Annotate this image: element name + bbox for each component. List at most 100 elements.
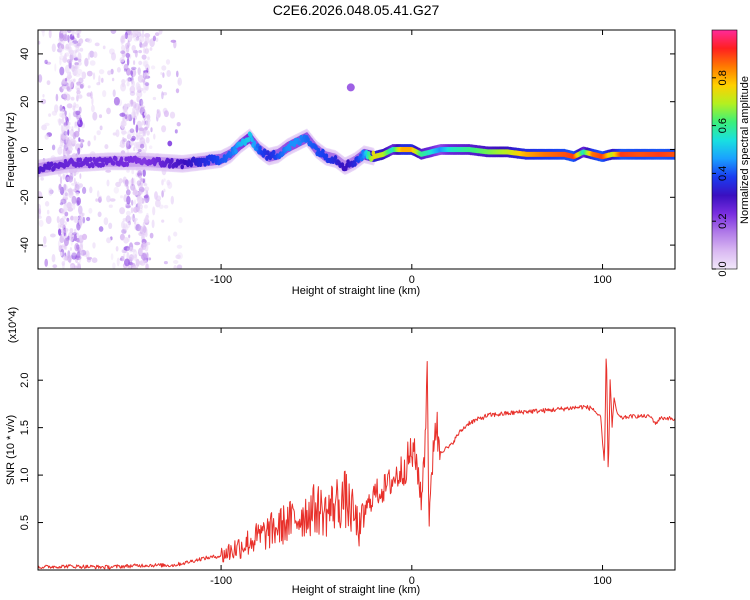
- spectrogram-noise-cell: [153, 133, 156, 140]
- spectrogram-noise-cell: [130, 32, 133, 36]
- spectrogram-noise-cell: [68, 42, 75, 46]
- spectrogram-noise-cell: [68, 145, 73, 149]
- spectrogram-noise-cell: [73, 188, 77, 193]
- spectrogram-noise-cell: [58, 228, 62, 236]
- spectrogram-noise-cell: [125, 245, 130, 252]
- spectrogram-ridge-cell: [306, 137, 310, 143]
- spectrogram-noise-cell: [125, 140, 130, 147]
- spectrogram-blob: [346, 83, 355, 92]
- spectrogram-noise-cell: [145, 143, 147, 152]
- spectrogram-noise-cell: [70, 265, 75, 269]
- spectrogram-noise-cell: [38, 219, 44, 227]
- colorbar-tick-label: 0.8: [717, 70, 729, 85]
- spectrogram-noise-cell: [91, 104, 95, 113]
- spectrogram-noise-cell: [132, 266, 138, 269]
- spectrogram-noise-cell: [141, 252, 147, 261]
- spectrogram-noise-cell: [69, 247, 72, 251]
- spectrogram-noise-cell: [155, 195, 162, 202]
- snr-ticks: -100 0 100 0.5 1.0 1.5 2.0: [19, 328, 675, 587]
- spectrogram-noise-cell: [73, 177, 76, 184]
- spectrogram-noise-cell: [161, 219, 165, 223]
- spectrogram-noise-cell: [60, 208, 65, 214]
- spectrogram-panel: -100 0 100 -40 -20 0 20 40 Height of straight l…: [5, 29, 676, 297]
- spectrogram-noise-cell: [66, 217, 70, 222]
- spectrogram-noise-cell: [86, 92, 92, 97]
- spectrogram-noise-cell: [141, 200, 147, 204]
- spectrogram-ridge-cell: [180, 164, 184, 170]
- spectrogram-noise-cell: [176, 70, 179, 78]
- spectrogram-noise-cell: [44, 122, 50, 127]
- spectrogram-noise-cell: [77, 127, 80, 133]
- spectrogram-noise-cell: [95, 198, 99, 202]
- spectrogram-noise-cell: [66, 202, 73, 209]
- spectrogram-noise-cell: [63, 237, 69, 247]
- spectrogram-noise-cell: [67, 128, 70, 136]
- spectrogram-noise-cell: [119, 112, 126, 117]
- spectrogram-noise-cell: [92, 72, 96, 80]
- spectrogram-ridge-cell: [258, 145, 262, 151]
- spectrogram-noise-cell: [143, 204, 148, 209]
- spectrogram-noise-cell: [152, 96, 157, 101]
- spectrogram-noise-cell: [129, 91, 136, 96]
- spectrogram-noise-cell: [163, 204, 169, 209]
- spectrogram-noise-cell: [79, 211, 84, 220]
- spectrogram-noise-cell: [60, 118, 65, 124]
- spectrogram-noise-cell: [133, 187, 137, 195]
- spectrogram-noise-cell: [137, 83, 141, 92]
- spectrogram-noise-cell: [38, 215, 42, 219]
- spectrogram-noise-cell: [126, 134, 132, 140]
- spectrogram-noise-cell: [136, 108, 139, 115]
- spectrogram-marks: [38, 30, 675, 269]
- spectrogram-noise-cell: [98, 226, 104, 232]
- spectrogram-noise-cell: [143, 225, 147, 234]
- spectrogram-noise-cell: [77, 263, 81, 269]
- spectrogram-noise-cell: [106, 195, 111, 203]
- spectrogram-noise-cell: [131, 111, 135, 119]
- spectrogram-noise-cell: [145, 189, 149, 197]
- spectrogram-noise-cell: [127, 34, 133, 43]
- spectrogram-noise-cell: [82, 186, 87, 194]
- spectrogram-noise-cell: [97, 211, 102, 218]
- spectrogram-noise-cell: [126, 189, 131, 196]
- spectrogram-noise-cell: [134, 103, 141, 111]
- spectrogram-noise-cell: [89, 60, 96, 66]
- snr-xlabel: Height of straight line (km): [292, 584, 420, 596]
- spectrogram-noise-cell: [71, 126, 74, 132]
- spectrogram-noise-cell: [128, 246, 134, 253]
- spectrogram-noise-cell: [127, 236, 130, 243]
- spectrogram-noise-cell: [111, 52, 116, 61]
- spectrogram-noise-cell: [76, 251, 81, 259]
- snr-series-line: [38, 358, 675, 570]
- spectrogram-noise-cell: [115, 246, 119, 252]
- spectrogram-noise-cell: [87, 140, 91, 147]
- spectrogram-noise-cell: [72, 140, 77, 144]
- spectrogram-noise-cell: [73, 78, 76, 83]
- colorbar-label: Normalized spectral amplitude: [739, 76, 750, 224]
- spectrogram-noise-cell: [125, 103, 131, 108]
- spectrogram-noise-cell: [96, 82, 101, 86]
- spectrogram-ridge-cell: [91, 163, 95, 169]
- spectrogram-noise-cell: [130, 30, 136, 39]
- spectrogram-noise-cell: [76, 81, 81, 86]
- spectrogram-noise-cell: [65, 43, 70, 50]
- spectrogram-noise-cell: [141, 30, 145, 36]
- spectrogram-noise-cell: [58, 37, 64, 43]
- spectrogram-noise-cell: [48, 30, 52, 39]
- spectrogram-noise-cell: [144, 82, 150, 87]
- spectrogram-noise-cell: [115, 181, 121, 188]
- spectrogram-noise-cell: [68, 121, 71, 126]
- spectrogram-ridge-cell: [78, 157, 83, 163]
- spectrogram-noise-cell: [59, 51, 63, 56]
- spectrogram-noise-cell: [71, 251, 77, 256]
- spectrogram-noise-cell: [86, 216, 91, 222]
- spectrogram-noise-cell: [62, 148, 66, 158]
- spectrogram-noise-cell: [126, 44, 130, 53]
- spectrogram-noise-cell: [73, 234, 77, 242]
- spectrogram-noise-cell: [75, 183, 78, 192]
- spectrogram-noise-cell: [58, 183, 62, 193]
- spectrogram-noise-cell: [150, 65, 156, 70]
- spectrogram-noise-cell: [91, 96, 94, 106]
- spectrogram-noise-cell: [120, 82, 126, 92]
- spectrogram-ridge-cell: [271, 149, 276, 155]
- spectrogram-noise-cell: [59, 57, 62, 66]
